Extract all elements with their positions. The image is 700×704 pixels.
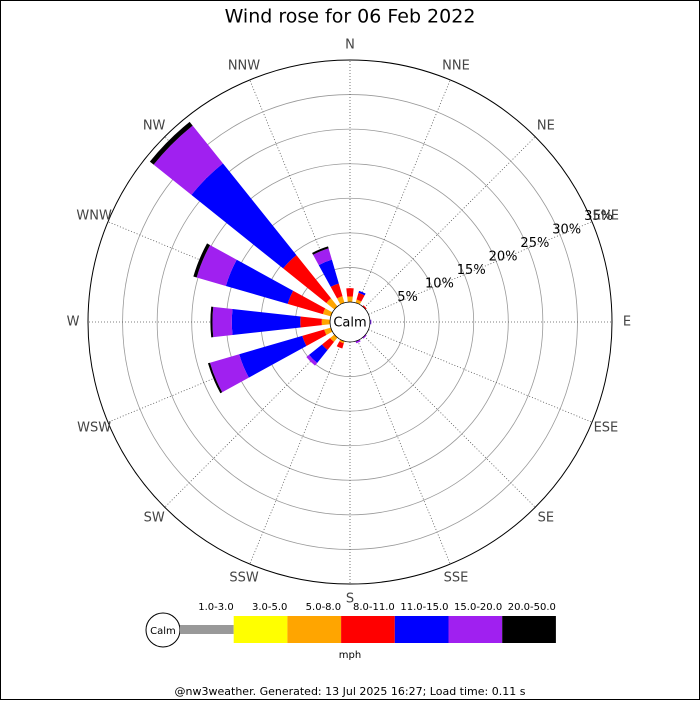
chart-title: Wind rose for 06 Feb 2022 <box>225 6 476 28</box>
legend-calm-label: Calm <box>150 626 176 637</box>
y-tick-label: 25% <box>520 236 549 251</box>
footer: @nw3weather. Generated: 13 Jul 2025 16:2… <box>175 685 526 698</box>
legend-swatch <box>287 616 341 643</box>
y-tick-label: 30% <box>552 223 581 238</box>
y-tick-label: 15% <box>457 263 486 278</box>
calm-label: Calm <box>333 316 366 331</box>
direction-label: NE <box>537 119 555 134</box>
direction-label: SSE <box>444 570 469 585</box>
bar-segment <box>322 319 330 325</box>
direction-label: W <box>67 315 80 330</box>
legend-swatch <box>449 616 503 643</box>
legend-label: 8.0-11.0 <box>353 602 395 613</box>
direction-label: SW <box>144 510 165 525</box>
y-tick-label: 20% <box>489 250 518 265</box>
legend-swatch <box>395 616 449 643</box>
direction-label: SE <box>538 510 554 525</box>
direction-label: NNW <box>228 59 260 74</box>
legend-swatch <box>341 616 395 643</box>
direction-label: NNE <box>442 59 470 74</box>
legend-label: 15.0-20.0 <box>454 602 502 613</box>
legend-label: 3.0-5.0 <box>252 602 287 613</box>
bar-segment <box>346 288 353 296</box>
direction-label: NW <box>143 119 166 134</box>
direction-label: WNW <box>76 208 112 223</box>
legend-label: 5.0-8.0 <box>306 602 341 613</box>
legend-swatch <box>180 625 234 634</box>
direction-label: WSW <box>77 421 111 436</box>
direction-label: ESE <box>594 421 619 436</box>
direction-label: E <box>623 315 631 330</box>
y-tick-label: 10% <box>425 277 454 292</box>
y-tick-label: 5% <box>397 290 418 305</box>
legend-swatch <box>502 616 556 643</box>
direction-label: N <box>345 38 355 53</box>
bar-segment <box>212 307 232 337</box>
legend-label: 11.0-15.0 <box>400 602 448 613</box>
bar-segment <box>347 296 353 302</box>
unit-label: mph <box>339 650 361 661</box>
direction-label: SSW <box>229 570 259 585</box>
legend-swatch <box>234 616 288 643</box>
legend-label: 1.0-3.0 <box>198 602 233 613</box>
legend-label: 20.0-50.0 <box>508 602 556 613</box>
direction-label: ENE <box>593 208 619 223</box>
